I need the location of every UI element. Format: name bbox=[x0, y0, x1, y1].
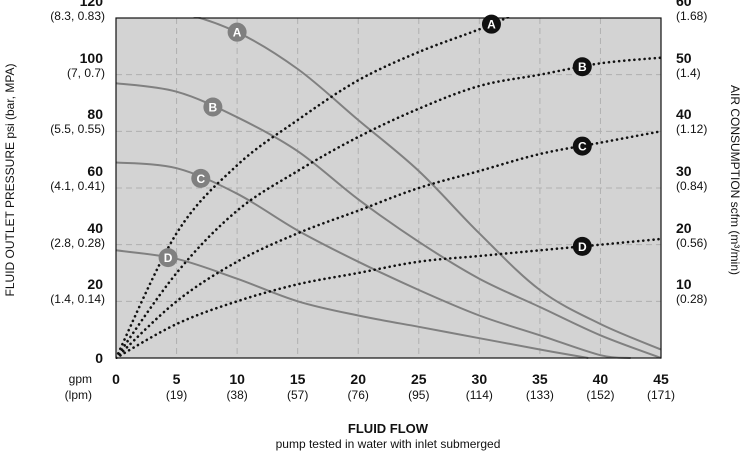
x-tick-gpm: 30 bbox=[471, 371, 488, 387]
pressure-badge-b-circle bbox=[203, 97, 223, 117]
y-left-tick-psi: 80 bbox=[87, 106, 103, 123]
y-left-tick-psi: 100 bbox=[79, 49, 103, 66]
y-left-tick-sub: (4.1, 0.41) bbox=[50, 179, 105, 193]
y-left-tick-psi: 60 bbox=[87, 163, 103, 179]
x-tick-gpm: 15 bbox=[289, 371, 306, 387]
x-tick-lpm: (152) bbox=[586, 388, 615, 402]
air-curve-d bbox=[116, 237, 661, 359]
air-curve-b bbox=[116, 56, 661, 359]
x-tick-lpm: (57) bbox=[286, 388, 309, 402]
y-right-tick-sub: (1.68) bbox=[676, 9, 708, 23]
y-right-tick-scfm: 50 bbox=[676, 49, 692, 66]
pressure-badge-d-circle bbox=[158, 248, 178, 268]
air-badge-a: A bbox=[481, 14, 501, 34]
air-badge-d: D bbox=[572, 236, 592, 256]
pressure-badge-d-label: D bbox=[164, 251, 173, 265]
pressure-badge-a-circle bbox=[227, 22, 247, 42]
air-badge-a-circle bbox=[481, 14, 501, 34]
air-consumption-curves bbox=[116, 17, 661, 359]
x-tick-lpm: (133) bbox=[525, 388, 554, 402]
x-tick-gpm: 35 bbox=[532, 371, 548, 387]
air-badge-d-circle bbox=[572, 236, 592, 256]
x-axis-title: FLUID FLOW bbox=[347, 421, 429, 436]
y-left-tick-sub: (8.3, 0.83) bbox=[50, 9, 105, 23]
y-left-tick-sub: (2.8, 0.28) bbox=[50, 235, 105, 250]
x-tick-lpm: (171) bbox=[646, 388, 676, 402]
x-tick-gpm: 10 bbox=[229, 371, 245, 387]
y-left-tick-sub: (7, 0.7) bbox=[66, 65, 105, 80]
air-badge-c-label: C bbox=[578, 140, 587, 154]
y-left-tick-psi: 0 bbox=[95, 350, 103, 366]
air-curve-c bbox=[116, 130, 661, 359]
y-right-tick-sub: (0.56) bbox=[676, 235, 708, 250]
y-left-tick-psi: 120 bbox=[79, 0, 103, 9]
pressure-badge-c: C bbox=[191, 168, 211, 188]
pressure-badge-b: B bbox=[203, 97, 223, 117]
x-tick-lpm: (95) bbox=[408, 388, 430, 402]
y-left-tick-psi: 20 bbox=[87, 276, 103, 293]
y-axis-left-title: FLUID OUTLET PRESSURE psi (bar, MPA) bbox=[3, 63, 17, 297]
x-tick-gpm: 45 bbox=[653, 371, 669, 387]
air-badge-b-label: B bbox=[578, 60, 587, 74]
pressure-curve-a bbox=[192, 17, 661, 351]
y-left-tick-sub: (5.5, 0.55) bbox=[50, 122, 105, 137]
y-right-tick-scfm: 20 bbox=[676, 219, 692, 236]
air-badge-c: C bbox=[572, 136, 592, 156]
y-right-tick-scfm: 60 bbox=[676, 0, 692, 9]
pressure-curve-d bbox=[116, 249, 589, 359]
y-left-tick-sub: (1.4, 0.14) bbox=[50, 292, 105, 307]
y-right-tick-sub: (1.4) bbox=[676, 65, 701, 80]
y-right-tick-scfm: 30 bbox=[676, 163, 692, 179]
pressure-badge-d: D bbox=[158, 248, 178, 268]
y-left-tick-psi: 40 bbox=[87, 219, 103, 236]
y-axis-right-title: AIR CONSUMPTION scfm (m³/min) bbox=[728, 85, 742, 275]
x-tick-lpm: (19) bbox=[165, 388, 188, 402]
x-tick-gpm: 40 bbox=[592, 371, 609, 387]
plot-frame bbox=[115, 17, 662, 359]
x-tick-gpm: 25 bbox=[410, 371, 427, 387]
pressure-badge-a-label: A bbox=[233, 26, 242, 40]
x-tick-gpm: 20 bbox=[350, 371, 367, 387]
series-badges: A B C D A B C D bbox=[158, 14, 592, 268]
x-tick-lpm: (76) bbox=[347, 388, 369, 402]
pressure-badge-c-circle bbox=[191, 168, 211, 188]
air-badge-b: B bbox=[572, 57, 592, 77]
y-right-tick-sub: (1.12) bbox=[676, 122, 708, 137]
y-right-tick-sub: (0.84) bbox=[676, 179, 708, 193]
air-curve-a bbox=[116, 17, 512, 359]
air-badge-d-label: D bbox=[578, 240, 587, 254]
x-tick-lpm: (114) bbox=[465, 388, 493, 402]
y-right-tick-sub: (0.28) bbox=[676, 292, 708, 307]
x-tick-gpm: 5 bbox=[172, 371, 181, 387]
pressure-badge-c-label: C bbox=[196, 172, 205, 186]
chart-subtitle: pump tested in water with inlet submerge… bbox=[275, 437, 501, 451]
x-tick-gpm: 0 bbox=[112, 371, 120, 387]
x-tick-lpm: (38) bbox=[226, 388, 248, 402]
air-badge-a-label: A bbox=[487, 18, 496, 32]
x-unit-gpm: gpm bbox=[68, 372, 92, 386]
pressure-badge-b-label: B bbox=[209, 100, 218, 114]
x-unit-lpm: (lpm) bbox=[64, 388, 92, 402]
grid-lines bbox=[116, 18, 661, 358]
pressure-badge-a: A bbox=[227, 22, 247, 42]
air-badge-c-circle bbox=[572, 136, 592, 156]
y-right-tick-scfm: 40 bbox=[676, 106, 692, 123]
y-right-tick-scfm: 10 bbox=[676, 276, 692, 293]
air-badge-b-circle bbox=[572, 57, 592, 77]
